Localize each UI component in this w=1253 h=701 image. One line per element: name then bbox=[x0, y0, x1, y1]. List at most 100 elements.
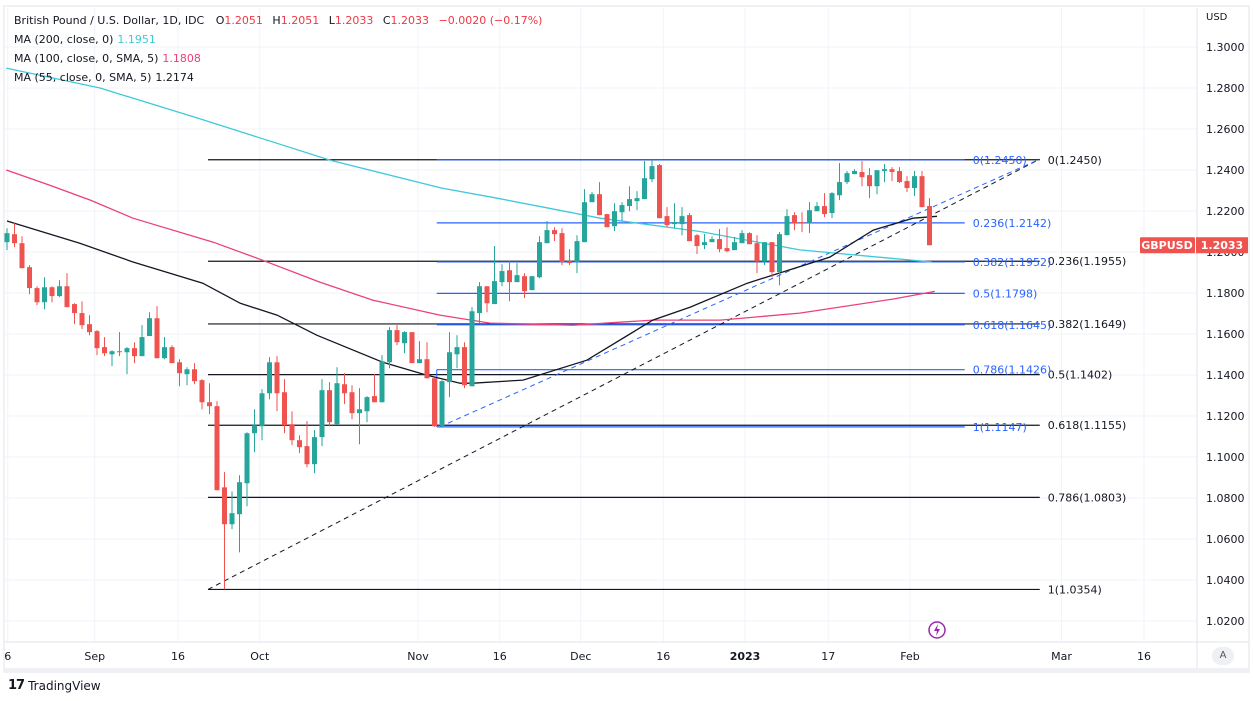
candle-down[interactable] bbox=[724, 248, 730, 252]
candle-down[interactable] bbox=[822, 206, 827, 215]
candle-down[interactable] bbox=[94, 331, 100, 349]
candle-up[interactable] bbox=[439, 381, 445, 427]
candle-down[interactable] bbox=[657, 165, 662, 219]
candle-down[interactable] bbox=[859, 172, 865, 178]
candle-down[interactable] bbox=[889, 169, 895, 173]
candle-down[interactable] bbox=[169, 347, 175, 364]
candle-down[interactable] bbox=[792, 215, 797, 224]
candle-down[interactable] bbox=[117, 351, 122, 353]
candle-up[interactable] bbox=[162, 347, 167, 359]
blue-dashed-trendline[interactable] bbox=[439, 158, 1040, 428]
candle-up[interactable] bbox=[537, 242, 542, 278]
candle-up[interactable] bbox=[852, 171, 857, 175]
candle-up[interactable] bbox=[259, 393, 265, 427]
candle-down[interactable] bbox=[199, 380, 205, 403]
candle-down[interactable] bbox=[552, 230, 557, 235]
candle-down[interactable] bbox=[769, 242, 775, 273]
candle-down[interactable] bbox=[799, 222, 805, 224]
candle-up[interactable] bbox=[739, 233, 745, 244]
candle-down[interactable] bbox=[274, 362, 280, 394]
candle-up[interactable] bbox=[147, 318, 152, 337]
candle-down[interactable] bbox=[597, 194, 602, 216]
candle-up[interactable] bbox=[454, 347, 460, 355]
candle-up[interactable] bbox=[777, 234, 782, 273]
candle-up[interactable] bbox=[139, 337, 145, 357]
candle-down[interactable] bbox=[409, 332, 415, 364]
candle-up[interactable] bbox=[469, 311, 475, 387]
candle-up[interactable] bbox=[42, 287, 47, 303]
candle-up[interactable] bbox=[544, 230, 550, 244]
candle-down[interactable] bbox=[297, 440, 302, 448]
candle-down[interactable] bbox=[64, 286, 70, 308]
candle-up[interactable] bbox=[319, 390, 325, 438]
candle-up[interactable] bbox=[499, 271, 505, 283]
candle-down[interactable] bbox=[222, 487, 227, 525]
candle-down[interactable] bbox=[904, 181, 910, 189]
candle-down[interactable] bbox=[132, 348, 137, 357]
candle-up[interactable] bbox=[417, 359, 422, 364]
candle-up[interactable] bbox=[312, 437, 317, 465]
candle-down[interactable] bbox=[304, 446, 310, 465]
candle-down[interactable] bbox=[342, 384, 347, 394]
candle-down[interactable] bbox=[207, 402, 212, 407]
candle-down[interactable] bbox=[154, 318, 160, 359]
candle-up[interactable] bbox=[529, 276, 535, 291]
candle-down[interactable] bbox=[27, 267, 32, 289]
candle-down[interactable] bbox=[214, 406, 220, 491]
candle-down[interactable] bbox=[79, 313, 85, 326]
candle-up[interactable] bbox=[634, 198, 640, 202]
candle-up[interactable] bbox=[844, 173, 850, 183]
ma55-legend-row[interactable]: MA (55, close, 0, SMA, 5) 1.2174 bbox=[14, 68, 542, 87]
candle-down[interactable] bbox=[349, 392, 355, 414]
candle-up[interactable] bbox=[589, 194, 595, 203]
candle-up[interactable] bbox=[244, 433, 250, 484]
ma200-legend-row[interactable]: MA (200, close, 0) 1.1951 bbox=[14, 30, 542, 49]
branding[interactable]: 17 TradingView bbox=[8, 678, 101, 693]
candle-down[interactable] bbox=[102, 347, 107, 354]
candle-up[interactable] bbox=[57, 286, 62, 297]
candle-up[interactable] bbox=[649, 166, 655, 180]
candle-up[interactable] bbox=[874, 170, 880, 187]
symbol-legend-row[interactable]: British Pound / U.S. Dollar, 1D, IDC O1.… bbox=[14, 11, 542, 30]
candle-up[interactable] bbox=[492, 281, 497, 305]
candle-down[interactable] bbox=[177, 362, 182, 374]
candle-down[interactable] bbox=[754, 243, 760, 262]
candle-down[interactable] bbox=[867, 175, 872, 187]
candle-down[interactable] bbox=[49, 287, 55, 297]
candle-down[interactable] bbox=[927, 206, 932, 246]
candle-up[interactable] bbox=[912, 176, 917, 189]
candle-up[interactable] bbox=[582, 202, 587, 243]
candle-down[interactable] bbox=[432, 378, 437, 427]
candle-up[interactable] bbox=[642, 178, 647, 200]
candle-up[interactable] bbox=[124, 348, 130, 353]
candle-up[interactable] bbox=[387, 330, 392, 363]
candle-down[interactable] bbox=[19, 243, 25, 269]
candle-down[interactable] bbox=[462, 347, 467, 386]
candle-up[interactable] bbox=[882, 169, 887, 172]
candle-up[interactable] bbox=[109, 351, 115, 355]
candle-up[interactable] bbox=[807, 210, 812, 224]
candle-up[interactable] bbox=[447, 352, 452, 383]
candle-up[interactable] bbox=[702, 242, 707, 246]
candle-up[interactable] bbox=[619, 205, 625, 213]
candle-up[interactable] bbox=[829, 193, 835, 214]
candle-up[interactable] bbox=[477, 286, 482, 314]
candle-down[interactable] bbox=[484, 286, 490, 304]
candle-up[interactable] bbox=[357, 409, 362, 414]
candle-down[interactable] bbox=[372, 396, 377, 403]
candle-down[interactable] bbox=[919, 176, 925, 208]
candle-up[interactable] bbox=[784, 216, 790, 236]
candle-up[interactable] bbox=[334, 383, 340, 425]
candle-down[interactable] bbox=[192, 369, 197, 382]
candle-up[interactable] bbox=[267, 362, 272, 394]
candle-up[interactable] bbox=[762, 242, 767, 262]
candle-up[interactable] bbox=[672, 222, 677, 225]
candle-down[interactable] bbox=[522, 276, 527, 292]
candle-down[interactable] bbox=[687, 215, 692, 242]
candle-down[interactable] bbox=[424, 359, 430, 379]
candle-up[interactable] bbox=[612, 211, 617, 227]
candle-up[interactable] bbox=[679, 216, 685, 225]
candle-up[interactable] bbox=[514, 275, 520, 283]
candle-up[interactable] bbox=[814, 206, 820, 212]
